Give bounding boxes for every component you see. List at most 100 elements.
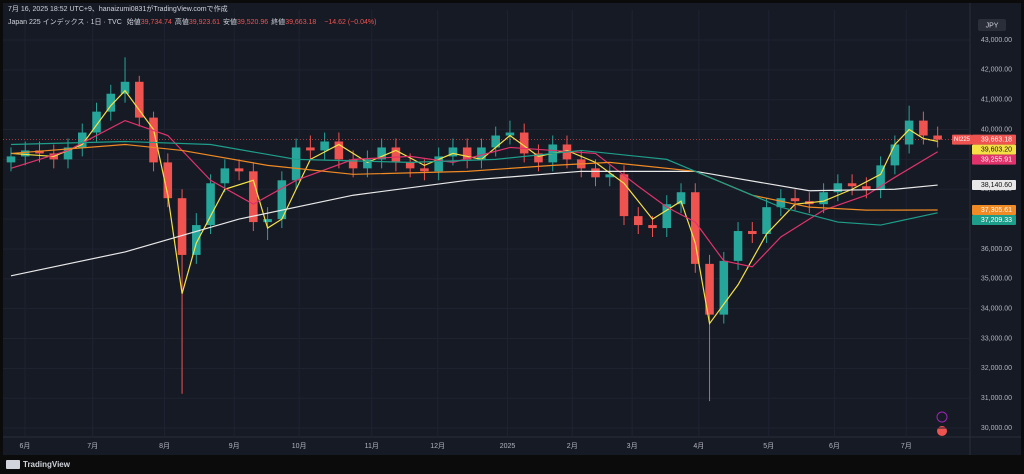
y-tick-label: 43,000.00 xyxy=(981,37,1012,44)
ma-line xyxy=(10,140,938,226)
candle-body xyxy=(77,132,87,148)
candle-body xyxy=(291,147,301,181)
y-tick-label: 32,000.00 xyxy=(981,365,1012,372)
y-tick-label: 31,000.00 xyxy=(981,395,1012,402)
candle-body xyxy=(505,132,515,136)
candle-body xyxy=(434,156,443,172)
price-label: 37,305.61 xyxy=(981,207,1012,214)
symbol: NI225 xyxy=(954,137,971,143)
candle-body xyxy=(719,260,729,315)
ohlc-label: 終値 xyxy=(271,19,286,26)
candle-body xyxy=(106,93,116,112)
x-tick-label: 9月 xyxy=(229,442,240,450)
candle-body xyxy=(933,135,942,140)
ohlc-value: 39,663.18 xyxy=(285,19,317,26)
x-tick-label: 8月 xyxy=(159,442,170,450)
candle-body xyxy=(919,120,928,136)
x-tick-label: 4月 xyxy=(693,442,704,450)
candle-body xyxy=(847,183,857,187)
currency-button[interactable] xyxy=(978,19,1006,31)
legend-row: Japan 225 インデックス · 1日 · TVC 始値39,734.74 高… xyxy=(8,17,379,27)
y-tick-label: 33,000.00 xyxy=(981,335,1012,342)
price-label: 37,209.33 xyxy=(981,217,1012,224)
price-label-box xyxy=(972,204,1016,215)
candle-body xyxy=(762,207,771,235)
x-tick-label: 2025 xyxy=(500,443,516,450)
candle-body xyxy=(890,144,900,166)
price-label-box xyxy=(972,154,1016,165)
currency[interactable]: JPY xyxy=(986,22,999,29)
candle-body xyxy=(6,156,16,163)
candle-body xyxy=(833,183,843,193)
candle-body xyxy=(249,171,258,223)
candle-body xyxy=(63,147,73,160)
candle-body xyxy=(633,216,643,226)
ma-line xyxy=(10,143,938,211)
candle-body xyxy=(163,162,173,199)
candle-body xyxy=(206,183,215,226)
ohlc-value: 39,520.96 xyxy=(237,19,269,26)
chart-background xyxy=(3,3,1021,455)
candle-body xyxy=(35,150,44,154)
candle-body xyxy=(705,263,714,315)
credit: 7月 16, 2025 18:52 UTC+9、hanaizumi0831がTr… xyxy=(8,6,228,13)
x-tick-label: 3月 xyxy=(627,442,638,450)
price-label-box xyxy=(972,144,1016,155)
price-label: 39,603.20 xyxy=(981,146,1012,153)
candle-body xyxy=(676,192,686,205)
y-tick-label: 40,000.00 xyxy=(981,126,1012,133)
x-tick-label: 2月 xyxy=(567,442,578,450)
y-tick-label: 34,000.00 xyxy=(981,305,1012,312)
candle-body xyxy=(92,111,101,133)
x-tick-label: 5月 xyxy=(763,442,774,450)
candle-body xyxy=(477,147,486,160)
candle-body xyxy=(534,153,543,163)
candle-body xyxy=(662,204,672,229)
x-tick-label: 11月 xyxy=(365,442,379,450)
x-tick-label: 10月 xyxy=(292,442,307,450)
candle-body xyxy=(691,192,700,264)
candle-body xyxy=(149,117,158,163)
candle-body xyxy=(648,225,657,229)
candle-body xyxy=(192,225,201,255)
alert-icon[interactable] xyxy=(936,411,948,423)
y-tick-label: 30,000.00 xyxy=(981,425,1012,432)
candle-body xyxy=(135,81,144,118)
x-tick-label: 6月 xyxy=(20,442,31,450)
y-tick-label: 41,000.00 xyxy=(981,97,1012,104)
event-icon[interactable] xyxy=(937,426,947,436)
brand: TradingView xyxy=(23,460,71,469)
candle-body xyxy=(177,198,187,255)
candle-body xyxy=(306,147,315,151)
symbol-box xyxy=(952,134,972,145)
candle-body xyxy=(334,141,344,160)
y-tick-label: 36,000.00 xyxy=(981,246,1012,253)
candle-body xyxy=(733,231,743,261)
candle-body xyxy=(904,120,914,145)
ohlc-label: 安値 xyxy=(223,19,238,26)
x-tick-label: 12月 xyxy=(430,442,445,450)
ohlc-label: 高値 xyxy=(174,19,189,26)
symbol-title: Japan 225 インデックス · 1日 · TVC xyxy=(8,19,122,26)
candle-body xyxy=(391,147,401,163)
x-tick-label: 7月 xyxy=(87,442,98,450)
change: −14.62 (−0.04%) xyxy=(324,19,377,26)
candle-body xyxy=(605,174,615,178)
candle-body xyxy=(790,198,800,202)
candle-body xyxy=(263,219,272,223)
price-label: 39,255.91 xyxy=(981,156,1012,163)
price-label: 38,140.60 xyxy=(981,182,1012,189)
price-label: 39,663.18 xyxy=(981,136,1012,143)
price-label-box xyxy=(972,214,1016,225)
ohlc-value: 39,734.74 xyxy=(140,19,172,26)
y-tick-label: 35,000.00 xyxy=(981,276,1012,283)
ma-line xyxy=(10,119,938,268)
candle-body xyxy=(405,162,415,169)
price-label-box xyxy=(972,180,1016,191)
plot-area: 30,000.00 31,000.00 32,000.00 33,000.00 34,0… xyxy=(3,10,1016,450)
candle-body xyxy=(234,168,244,172)
candle-body xyxy=(819,192,828,205)
candle-body xyxy=(519,132,529,154)
ma-line xyxy=(10,170,938,277)
x-tick-label: 7月 xyxy=(901,442,912,450)
